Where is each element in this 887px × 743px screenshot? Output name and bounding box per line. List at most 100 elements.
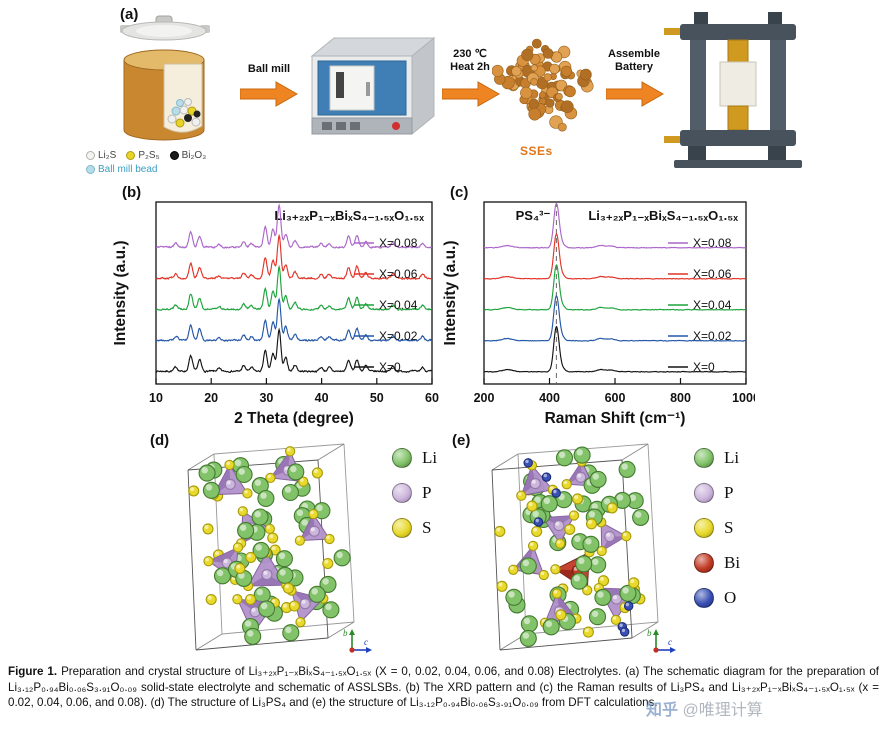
atom-highlight [301, 599, 306, 604]
s-atom [538, 569, 549, 581]
s-atom [621, 531, 632, 542]
atom-highlight [584, 586, 588, 591]
sse-particle [543, 73, 552, 82]
s-atom [232, 542, 244, 553]
plot-frame [155, 201, 433, 385]
atom-highlight [311, 588, 318, 595]
sse-particle [538, 91, 547, 99]
atom-highlight [588, 511, 596, 518]
sse-particle [561, 100, 574, 113]
s-atom [496, 580, 508, 592]
atom-highlight [623, 532, 627, 537]
battery-column-right [770, 40, 786, 130]
axis-origin [653, 647, 659, 653]
atom-highlight [223, 559, 228, 564]
atom-highlight [324, 559, 329, 564]
s-atom [244, 593, 257, 606]
li-atom [582, 535, 600, 553]
atom-highlight [313, 469, 318, 474]
tetrahedron-facet [208, 547, 238, 563]
atom-highlight [261, 602, 268, 610]
p-atom-dot [392, 483, 412, 503]
atom-highlight [255, 544, 262, 551]
axis-c-arrowhead [366, 647, 372, 653]
sse-particles-illustration [492, 38, 594, 132]
heat-temp-label: 230 ℃ [453, 48, 487, 60]
x-tick-label: 20 [204, 391, 218, 405]
atom-highlight [498, 582, 503, 587]
sse-particle [555, 92, 563, 101]
atom-highlight [613, 595, 617, 600]
atom-highlight [603, 498, 611, 505]
s-atom [234, 562, 246, 574]
atom-highlight [621, 463, 628, 470]
legend-label: P [422, 483, 432, 502]
battery-gold-pin [664, 136, 680, 143]
atom-highlight [540, 571, 545, 576]
li-atom [235, 465, 253, 484]
atom-highlight [254, 511, 261, 518]
atom-highlight [267, 474, 271, 479]
atom-highlight [584, 628, 589, 633]
atom-highlight [239, 507, 244, 512]
legend-item-S: S [392, 518, 437, 538]
axis-b-label: b [647, 628, 652, 638]
axis-c-label: c [668, 637, 672, 647]
atom-highlight [310, 510, 314, 515]
axis-c-label: c [364, 637, 368, 647]
x-axis-label: 2 Theta (degree) [234, 410, 354, 427]
atom-highlight [573, 575, 580, 582]
legend-item-S: S [694, 518, 740, 538]
battery-gold-rod-bottom [727, 105, 749, 131]
material-dot [86, 165, 95, 174]
atom-highlight [600, 576, 604, 581]
atom-highlight [543, 497, 551, 504]
li-atom [632, 508, 650, 526]
p-atom [224, 478, 236, 490]
chart-title: Li₃₊₂ₓP₁₋ₓBiₓS₄₋₁.₅ₓO₁.₅ₓ [588, 208, 738, 223]
li-atom [588, 608, 607, 626]
raman-chart: 200 400 600 800 1000 Raman Shift (cm⁻¹) Intens… [442, 201, 755, 427]
li-atom [308, 585, 326, 603]
atom-highlight [271, 546, 276, 551]
material-label: Ball mill bead [98, 164, 158, 175]
bead [179, 105, 189, 115]
battery-bolt [768, 12, 782, 26]
atom-highlight [226, 480, 231, 485]
atom-highlight [522, 632, 530, 639]
panel-d-label: (d) [150, 432, 170, 449]
atom-highlight [238, 468, 245, 475]
sse-particle [531, 38, 542, 49]
atom-highlight [518, 492, 522, 496]
watermark-handle: @唯理计算 [682, 702, 763, 719]
atom-highlight [287, 447, 291, 452]
li-atom-dot [392, 448, 412, 468]
atom-highlight [326, 535, 330, 540]
s-atom [554, 538, 566, 549]
crystal-structure-li3ps4: bc [187, 443, 372, 653]
x-tick-label: 1000 [732, 391, 755, 405]
atom-highlight [616, 494, 624, 501]
atom-highlight [578, 557, 585, 565]
cell-edge [187, 469, 197, 651]
li-atom [258, 600, 276, 618]
series-curve-X=0.08 [155, 203, 433, 249]
atom-highlight [284, 584, 289, 589]
atom-highlight [215, 551, 219, 556]
atom-highlight [300, 478, 304, 482]
o-atom [533, 517, 544, 527]
li-atom [540, 495, 558, 513]
o-atom [541, 472, 552, 482]
tetrahedron-facet [521, 465, 536, 496]
atom-highlight [510, 566, 514, 570]
atom-highlight [322, 578, 329, 585]
series-curve-X=0.04 [155, 264, 433, 311]
material-dot [169, 151, 179, 160]
bead [171, 106, 181, 116]
battery-column-left [690, 40, 706, 130]
atom-highlight [552, 565, 556, 570]
atom-highlight [336, 551, 343, 559]
series-curve-X=0.02 [155, 297, 433, 343]
xrd-chart: 10 20 30 40 50 60 2 Theta (degree) Intensity (a… [112, 201, 439, 427]
series-curve-X=0.06 [483, 233, 747, 280]
